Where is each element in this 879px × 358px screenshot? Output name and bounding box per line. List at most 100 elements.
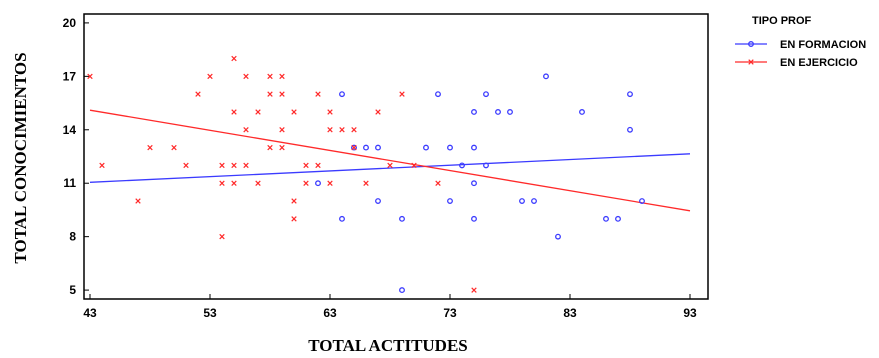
data-point — [267, 144, 273, 151]
data-point — [627, 126, 633, 133]
x-tick-label: 73 — [443, 306, 457, 320]
data-point — [231, 55, 237, 62]
data-point — [339, 91, 345, 98]
data-point — [447, 198, 453, 204]
data-point — [291, 109, 297, 115]
data-point — [399, 287, 405, 294]
legend-item: EN EJERCICIO — [735, 57, 858, 69]
y-axis-title: TOTAL CONOCIMIENTOS — [11, 52, 30, 263]
legend-title: TIPO PROF — [752, 15, 812, 27]
trend-line — [89, 153, 691, 183]
data-point — [279, 144, 285, 151]
data-point — [375, 198, 381, 204]
data-point — [99, 162, 105, 169]
data-point — [303, 162, 309, 169]
data-point — [615, 215, 621, 222]
data-point — [315, 91, 321, 97]
data-point — [387, 162, 393, 169]
data-point — [399, 91, 405, 97]
y-tick-label: 17 — [63, 69, 77, 83]
data-point — [315, 162, 321, 169]
data-point — [627, 91, 633, 98]
data-point — [579, 109, 585, 115]
data-point — [411, 162, 417, 169]
data-point — [399, 215, 405, 222]
legend-label: EN FORMACION — [780, 39, 866, 51]
data-point — [135, 198, 141, 204]
data-point — [219, 233, 225, 240]
x-tick-label: 53 — [203, 306, 217, 320]
data-point — [423, 144, 429, 151]
data-point — [471, 144, 477, 151]
data-point — [243, 127, 249, 133]
plot-frame — [83, 13, 709, 300]
y-tick-label: 20 — [63, 16, 77, 30]
data-point — [207, 73, 213, 80]
data-point — [255, 109, 261, 115]
data-point — [471, 287, 477, 293]
data-point — [315, 180, 321, 187]
x-axis: 43 53 63 73 83 93 — [83, 294, 697, 320]
data-point — [459, 162, 465, 169]
data-point — [327, 180, 333, 186]
data-point — [243, 73, 249, 80]
data-point — [219, 180, 225, 186]
data-point — [327, 127, 333, 133]
y-tick-label: 5 — [69, 283, 76, 297]
data-point — [303, 180, 309, 186]
data-point — [279, 127, 285, 133]
data-point — [267, 91, 273, 97]
data-point — [447, 144, 453, 151]
data-point — [279, 91, 285, 97]
data-point — [327, 109, 333, 115]
y-tick-label: 8 — [69, 230, 76, 244]
data-points — [87, 55, 645, 294]
data-point — [351, 144, 357, 151]
data-point — [531, 198, 537, 204]
data-point — [195, 91, 201, 97]
x-tick-label: 93 — [683, 306, 697, 320]
data-point — [363, 144, 369, 151]
data-point — [279, 73, 285, 80]
data-point — [435, 180, 441, 186]
data-point — [471, 215, 477, 222]
trend-line — [89, 109, 691, 212]
data-point — [555, 233, 561, 240]
data-point — [495, 109, 501, 115]
data-point — [171, 144, 177, 151]
data-point — [267, 73, 273, 80]
x-tick-label: 43 — [83, 306, 97, 320]
data-point — [231, 109, 237, 115]
legend: TIPO PROF EN FORMACION EN EJERCICIO — [735, 15, 866, 69]
data-point — [291, 216, 297, 222]
data-point — [243, 162, 249, 169]
data-point — [435, 91, 441, 98]
data-point — [519, 198, 525, 204]
legend-marker — [748, 59, 754, 65]
data-point — [147, 144, 153, 151]
data-point — [639, 198, 645, 204]
data-point — [363, 180, 369, 186]
data-point — [603, 215, 609, 222]
legend-marker — [748, 41, 754, 47]
data-point — [87, 73, 93, 80]
data-point — [543, 73, 549, 80]
legend-item: EN FORMACION — [735, 39, 866, 51]
data-point — [255, 180, 261, 186]
data-point — [375, 109, 381, 115]
x-tick-label: 63 — [323, 306, 337, 320]
trend-lines — [89, 109, 691, 212]
x-tick-label: 83 — [563, 306, 577, 320]
legend-label: EN EJERCICIO — [780, 57, 858, 69]
data-point — [339, 215, 345, 222]
data-point — [231, 162, 237, 169]
data-point — [507, 109, 513, 115]
data-point — [471, 180, 477, 187]
y-axis: 5 8 11 14 17 20 — [63, 16, 89, 297]
y-tick-label: 11 — [63, 176, 76, 190]
data-point — [471, 109, 477, 115]
data-point — [231, 180, 237, 186]
x-axis-title: TOTAL ACTITUDES — [308, 336, 468, 355]
data-point — [351, 127, 357, 133]
